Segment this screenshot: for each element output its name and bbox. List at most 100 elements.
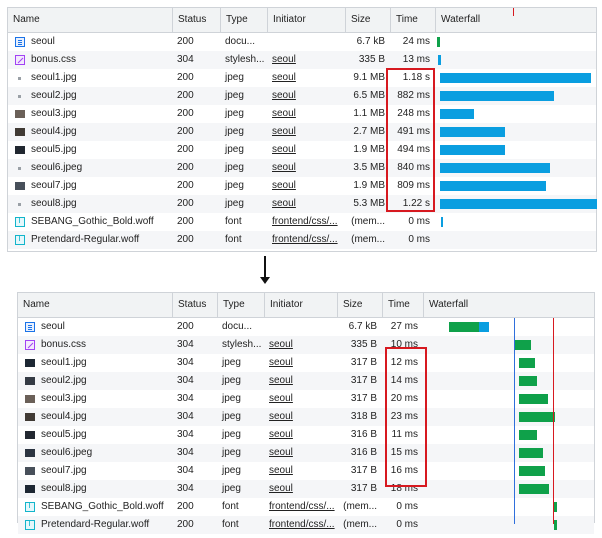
table-row[interactable]: seoul3.jpg 304 jpeg seoul 317 B 20 ms [18,390,594,408]
column-header-waterfall[interactable]: Waterfall [423,293,595,317]
cell-name: Pretendard-Regular.woff [31,234,140,245]
cell-time: 14 ms [390,375,418,386]
waterfall-bar [519,466,545,476]
cell-initiator[interactable]: frontend/css/... [269,501,335,512]
waterfall-bar [519,376,537,386]
cell-initiator[interactable]: seoul [272,90,296,101]
cell-initiator[interactable]: seoul [272,144,296,155]
cell-size: 318 B [350,411,377,422]
column-header-waterfall[interactable]: Waterfall [435,8,598,32]
cell-initiator[interactable]: frontend/css/... [272,216,338,227]
cell-status: 304 [177,357,194,368]
cell-name: seoul3.jpg [31,108,77,119]
waterfall-bar [515,340,531,350]
table-row[interactable]: seoul3.jpg 200 jpeg seoul 1.1 MB 248 ms [8,105,596,123]
cell-time: 1.22 s [402,198,430,209]
cell-type: jpeg [225,90,244,101]
table-row[interactable]: seoul6.jpeg 304 jpeg seoul 316 B 15 ms [18,444,594,462]
column-header-time[interactable]: Time [390,8,435,32]
waterfall-bar [440,109,474,119]
column-header-type[interactable]: Type [217,293,264,317]
table-row[interactable]: seoul5.jpg 200 jpeg seoul 1.9 MB 494 ms [8,141,596,159]
table-row[interactable]: seoul6.jpeg 200 jpeg seoul 3.5 MB 840 ms [8,159,596,177]
cell-initiator[interactable]: seoul [269,483,293,494]
cell-time: 27 ms [390,321,418,332]
waterfall-bar [440,127,505,137]
table-row[interactable]: seoul 200 docu... 6.7 kB 27 ms [18,318,594,336]
cell-initiator[interactable]: seoul [269,393,293,404]
table-row[interactable]: Pretendard-Regular.woff 200 font frontend/c… [8,231,596,249]
table-row[interactable]: seoul8.jpg 200 jpeg seoul 5.3 MB 1.22 s [8,195,597,213]
table-row[interactable]: seoul8.jpg 304 jpeg seoul 317 B 18 ms [18,480,594,498]
doc-icon [25,322,35,332]
cell-type: jpeg [222,393,241,404]
cell-initiator[interactable]: seoul [272,198,296,209]
image-thumb-icon [25,377,35,385]
image-thumb-icon [25,467,35,475]
cell-time: 882 ms [397,90,430,101]
table-row[interactable]: seoul1.jpg 304 jpeg seoul 317 B 12 ms [18,354,594,372]
cell-time: 10 ms [390,339,418,350]
cell-status: 200 [177,36,194,47]
column-header-initiator[interactable]: Initiator [264,293,337,317]
cell-initiator[interactable]: seoul [272,72,296,83]
cell-initiator[interactable]: frontend/css/... [269,519,335,530]
column-header-time[interactable]: Time [382,293,423,317]
cell-initiator[interactable] [267,33,345,51]
table-row[interactable]: seoul4.jpg 304 jpeg seoul 318 B 23 ms [18,408,594,426]
table-row[interactable]: seoul 200 docu... 6.7 kB 24 ms [8,33,596,51]
column-header-name[interactable]: Name [13,14,40,25]
table-row[interactable]: seoul5.jpg 304 jpeg seoul 316 B 11 ms [18,426,594,444]
cell-status: 200 [177,216,194,227]
table-row[interactable]: seoul7.jpg 200 jpeg seoul 1.9 MB 809 ms [8,177,596,195]
table-header: Name Status Type Initiator Size Time Wat… [18,293,594,318]
image-thumb-icon [25,413,35,421]
time-highlight-box [385,347,427,487]
cell-initiator[interactable]: seoul [269,465,293,476]
table-row[interactable]: SEBANG_Gothic_Bold.woff 200 font frontend/c… [18,498,594,516]
image-thumb-icon [25,395,35,403]
waterfall-bar [519,394,548,404]
cell-initiator[interactable]: seoul [269,447,293,458]
cell-initiator[interactable] [264,318,337,336]
table-row[interactable]: bonus.css 304 stylesh... seoul 335 B 10 ms [18,336,594,354]
cell-initiator[interactable]: seoul [272,180,296,191]
table-row[interactable]: seoul2.jpg 200 jpeg seoul 6.5 MB 882 ms [8,87,596,105]
cell-initiator[interactable]: seoul [269,429,293,440]
cell-initiator[interactable]: seoul [272,126,296,137]
cell-status: 200 [177,519,194,530]
cell-status: 304 [177,483,194,494]
cell-initiator[interactable]: seoul [269,375,293,386]
cell-initiator[interactable]: frontend/css/... [272,234,338,245]
column-header-size[interactable]: Size [337,293,382,317]
cell-size: (mem... [343,519,377,530]
column-header-status[interactable]: Status [172,293,217,317]
cell-type: font [225,234,242,245]
cell-name: seoul1.jpg [41,357,87,368]
cell-initiator[interactable]: seoul [272,108,296,119]
column-header-size[interactable]: Size [345,8,390,32]
table-row[interactable]: seoul2.jpg 304 jpeg seoul 317 B 14 ms [18,372,594,390]
cell-time: 15 ms [390,447,418,458]
cell-status: 304 [177,339,194,350]
cell-initiator[interactable]: seoul [272,54,296,65]
cell-initiator[interactable]: seoul [269,411,293,422]
column-header-type[interactable]: Type [220,8,267,32]
cell-initiator[interactable]: seoul [269,339,293,350]
css-icon [15,55,25,65]
image-dot-icon [18,167,21,170]
table-row[interactable]: bonus.css 304 stylesh... seoul 335 B 13 ms [8,51,596,69]
table-row[interactable]: seoul1.jpg 200 jpeg seoul 9.1 MB 1.18 s [8,69,596,87]
table-row[interactable]: SEBANG_Gothic_Bold.woff 200 font frontend/c… [8,213,596,231]
waterfall-bar [440,73,591,83]
column-header-status[interactable]: Status [172,8,220,32]
column-header-name[interactable]: Name [23,299,50,310]
cell-type: jpeg [225,162,244,173]
table-row[interactable]: seoul7.jpg 304 jpeg seoul 317 B 16 ms [18,462,594,480]
table-row[interactable]: seoul4.jpg 200 jpeg seoul 2.7 MB 491 ms [8,123,596,141]
cell-initiator[interactable]: seoul [269,357,293,368]
table-row[interactable]: Pretendard-Regular.woff 200 font frontend/c… [18,516,594,534]
column-header-initiator[interactable]: Initiator [267,8,345,32]
cell-initiator[interactable]: seoul [272,162,296,173]
cell-status: 200 [177,234,194,245]
